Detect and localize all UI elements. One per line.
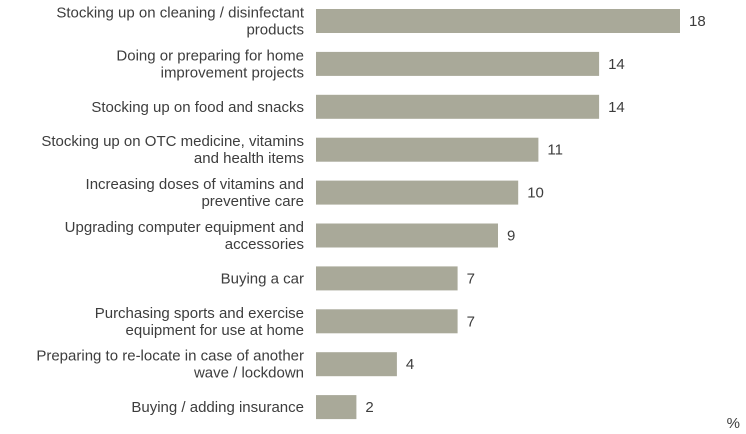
- category-label-line: and health items: [194, 150, 304, 167]
- category-label-line: accessories: [225, 236, 304, 253]
- value-label-3: 14: [608, 99, 625, 116]
- bars: [316, 9, 680, 420]
- value-label-5: 10: [527, 185, 544, 202]
- category-label-line: Purchasing sports and exercise: [95, 305, 304, 322]
- bar-8: [316, 309, 458, 334]
- bar-10: [316, 395, 357, 420]
- category-label-1: Stocking up on cleaning / disinfectant pr…: [56, 5, 304, 39]
- value-label-1: 18: [689, 13, 706, 30]
- bar-3: [316, 94, 600, 119]
- category-label-line: preventive care: [201, 193, 304, 210]
- category-label-line: Buying a car: [221, 270, 304, 287]
- bar-1: [316, 9, 680, 33]
- category-label-7: Buying a car: [221, 270, 304, 287]
- category-label-line: Increasing doses of vitamins and: [86, 176, 304, 193]
- category-label-10: Buying / adding insurance: [131, 399, 304, 416]
- value-label-10: 2: [365, 399, 373, 416]
- category-label-9: Preparing to re-locate in case of anothe…: [36, 348, 304, 382]
- category-label-8: Purchasing sports and exercise equipment …: [95, 305, 304, 339]
- bar-7: [316, 266, 458, 291]
- category-label-line: Stocking up on food and snacks: [91, 99, 304, 116]
- category-label-line: Stocking up on OTC medicine, vitamins: [41, 133, 304, 150]
- category-label-line: Doing or preparing for home: [116, 47, 304, 64]
- value-label-2: 14: [608, 56, 625, 73]
- category-label-6: Upgrading computer equipment and accessor…: [65, 219, 304, 253]
- bar-4: [316, 137, 539, 162]
- category-label-line: wave / lockdown: [193, 365, 304, 382]
- category-label-line: Preparing to re-locate in case of anothe…: [36, 348, 304, 365]
- bar-9: [316, 352, 397, 377]
- category-label-5: Increasing doses of vitamins and preventi…: [86, 176, 304, 210]
- value-label-7: 7: [467, 270, 475, 287]
- bar-5: [316, 180, 519, 205]
- bar-2: [316, 51, 600, 76]
- category-label-line: Buying / adding insurance: [131, 399, 304, 416]
- unit-label: %: [726, 415, 740, 432]
- value-labels: 18 14 14 11 10 9 7 7 4 2: [365, 13, 705, 416]
- category-label-line: products: [246, 22, 304, 39]
- category-label-line: equipment for use at home: [126, 322, 304, 339]
- category-label-2: Doing or preparing for home improvement p…: [116, 47, 304, 81]
- category-label-line: Upgrading computer equipment and: [65, 219, 304, 236]
- value-label-4: 11: [547, 142, 563, 159]
- category-labels: Stocking up on cleaning / disinfectant pr…: [36, 5, 304, 417]
- bar-6: [316, 223, 498, 248]
- value-label-9: 4: [406, 356, 414, 373]
- category-label-4: Stocking up on OTC medicine, vitamins and…: [41, 133, 304, 167]
- category-label-3: Stocking up on food and snacks: [91, 99, 304, 116]
- category-label-line: Stocking up on cleaning / disinfectant: [56, 5, 304, 22]
- value-label-8: 7: [467, 313, 475, 330]
- value-label-6: 9: [507, 228, 515, 245]
- category-label-line: improvement projects: [161, 64, 304, 81]
